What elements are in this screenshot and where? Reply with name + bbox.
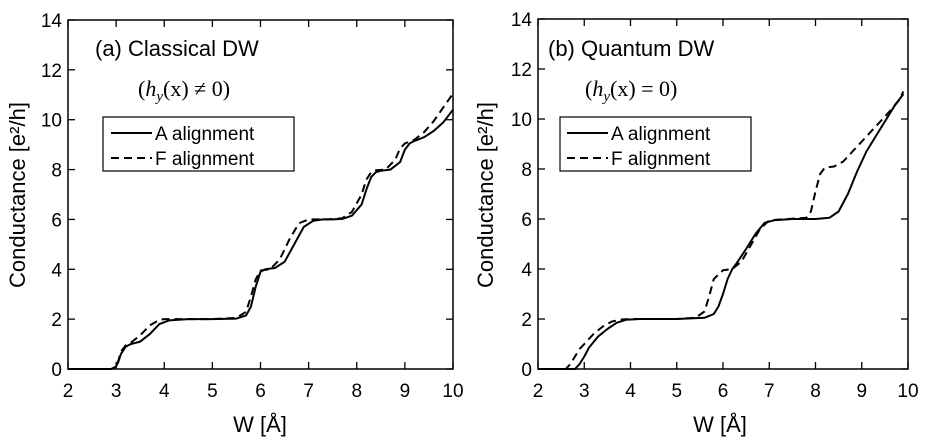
- series-line-b-f-alignment: [538, 91, 905, 370]
- y-tick-label-b-14: 14: [511, 10, 533, 31]
- y-tick-label-b-10: 10: [511, 110, 532, 131]
- y-tick-label-b-0: 0: [521, 360, 532, 381]
- y-tick-label-b-8: 8: [521, 160, 532, 181]
- panel-title-b: (b) Quantum DW: [548, 36, 714, 61]
- series-line-a-f-alignment: [68, 92, 454, 370]
- x-tick-label-a-4: 4: [159, 381, 170, 402]
- y-tick-label-a-10: 10: [41, 111, 62, 132]
- legend-box-a: [102, 116, 295, 172]
- x-tick-label-a-2: 2: [63, 381, 74, 402]
- x-tick-label-b-4: 4: [625, 381, 636, 402]
- ticks-a: [67, 19, 454, 370]
- y-tick-label-a-14: 14: [41, 11, 63, 32]
- series-layer-b: [538, 91, 905, 370]
- series-line-a-a-alignment: [68, 109, 454, 370]
- x-tick-label-a-9: 9: [400, 381, 411, 402]
- x-tick-label-b-10: 10: [897, 381, 918, 402]
- series-line-b-a-alignment: [538, 93, 905, 370]
- y-tick-label-a-2: 2: [51, 310, 62, 331]
- y-tick-label-b-12: 12: [511, 60, 532, 81]
- y-tick-label-a-0: 0: [51, 360, 62, 381]
- y-tick-label-b-2: 2: [521, 310, 532, 331]
- x-tick-label-a-7: 7: [303, 381, 314, 402]
- x-tick-label-a-6: 6: [255, 381, 266, 402]
- legend-box-b: [559, 116, 752, 172]
- plot-frame-a: [67, 19, 454, 370]
- y-tick-label-b-6: 6: [521, 210, 532, 231]
- ylabel-b: Conductance [e²/h]: [473, 102, 498, 288]
- y-tick-label-a-4: 4: [51, 260, 62, 281]
- x-tick-label-b-9: 9: [856, 381, 867, 402]
- xlabel-b: W [Å]: [693, 412, 747, 437]
- x-tick-label-a-3: 3: [111, 381, 122, 402]
- formula-b: (hy(x) = 0): [585, 76, 677, 105]
- legend-b: A alignment F alignment: [559, 116, 752, 172]
- legend-label-a-1: F alignment: [155, 149, 255, 170]
- ylabel-a: Conductance [e²/h]: [5, 102, 30, 288]
- formula-a: (hy(x) ≠ 0): [138, 76, 230, 105]
- plot-frame-b: [537, 18, 909, 370]
- series-layer-a: [68, 92, 454, 370]
- x-tick-label-a-10: 10: [442, 381, 463, 402]
- panel-title-a: (a) Classical DW: [95, 36, 259, 61]
- y-tick-label-a-12: 12: [41, 61, 62, 82]
- x-tick-label-b-6: 6: [718, 381, 729, 402]
- legend-a: A alignment F alignment: [102, 116, 295, 172]
- legend-label-b-1: F alignment: [611, 149, 711, 170]
- x-tick-label-a-5: 5: [207, 381, 218, 402]
- y-tick-label-a-6: 6: [51, 210, 62, 231]
- legend-label-a-0: A alignment: [155, 124, 255, 145]
- x-tick-label-b-3: 3: [579, 381, 590, 402]
- ticks-b: [537, 18, 909, 370]
- x-tick-label-b-5: 5: [671, 381, 682, 402]
- y-tick-label-a-8: 8: [51, 161, 62, 182]
- x-tick-label-b-2: 2: [533, 381, 544, 402]
- y-tick-label-b-4: 4: [521, 260, 532, 281]
- xlabel-a: W [Å]: [233, 412, 287, 437]
- x-tick-label-a-8: 8: [351, 381, 362, 402]
- x-tick-label-b-7: 7: [764, 381, 775, 402]
- legend-label-b-0: A alignment: [611, 124, 711, 145]
- x-tick-label-b-8: 8: [810, 381, 821, 402]
